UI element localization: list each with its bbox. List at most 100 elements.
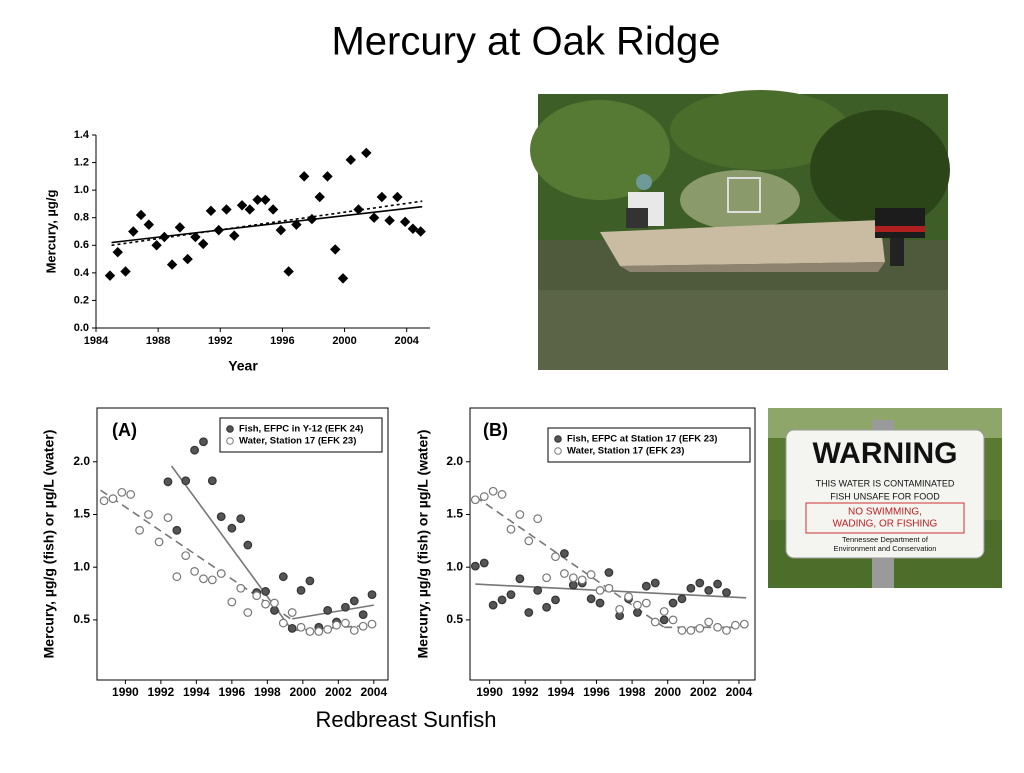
data-point — [542, 573, 551, 583]
x-tick-label: 1992 — [148, 685, 175, 699]
data-point — [695, 623, 705, 633]
data-point — [287, 608, 297, 617]
data-point — [560, 549, 569, 558]
data-point — [283, 266, 294, 277]
data-point — [488, 486, 498, 496]
data-point — [243, 540, 253, 550]
data-point — [604, 568, 614, 577]
data-point — [497, 595, 507, 605]
legend-marker — [554, 447, 562, 455]
data-point — [704, 585, 714, 595]
data-point — [353, 204, 364, 215]
fit-line — [292, 604, 374, 620]
data-point — [515, 574, 525, 584]
caption: Redbreast Sunfish — [316, 707, 497, 732]
data-point — [713, 579, 722, 589]
data-point — [278, 618, 288, 628]
plot-frame — [96, 407, 389, 681]
data-point — [172, 572, 182, 582]
x-tick-label: 2004 — [726, 685, 753, 699]
data-point — [117, 487, 127, 497]
data-point — [227, 523, 237, 533]
data-point — [376, 191, 388, 203]
data-point — [677, 594, 687, 604]
fit-line — [111, 200, 423, 247]
x-tick-label: 1990 — [476, 685, 503, 699]
data-point — [199, 574, 208, 584]
data-point — [112, 246, 123, 258]
data-point — [108, 494, 118, 504]
legend-marker — [226, 425, 234, 433]
data-point — [261, 599, 270, 609]
data-point — [267, 204, 279, 215]
data-point — [722, 588, 731, 597]
data-point — [633, 608, 642, 617]
y-tick-label: 1.5 — [73, 507, 90, 521]
data-point — [323, 624, 333, 634]
data-point — [686, 583, 696, 593]
x-axis-label: Year — [228, 358, 258, 374]
data-point — [216, 569, 226, 578]
y-tick-label: 0.0 — [74, 322, 89, 334]
data-point — [515, 510, 525, 519]
data-point — [166, 259, 178, 270]
data-point — [270, 606, 279, 615]
data-point — [695, 578, 705, 588]
y-tick-label: 0.5 — [446, 612, 463, 626]
data-point — [260, 194, 271, 206]
x-tick-label: 1998 — [254, 685, 281, 699]
data-point — [415, 226, 426, 237]
data-point — [275, 224, 287, 236]
data-point — [190, 445, 199, 455]
data-point — [221, 204, 232, 215]
data-point — [358, 610, 368, 620]
sign-line: THIS WATER IS CONTAMINATED — [816, 478, 955, 488]
data-point — [560, 569, 569, 578]
x-tick-label: 2000 — [332, 335, 356, 347]
x-tick-label: 1996 — [583, 685, 610, 699]
data-point — [361, 147, 372, 159]
data-point — [305, 576, 315, 586]
data-point — [506, 524, 516, 534]
data-point — [323, 606, 333, 615]
data-point — [506, 590, 516, 600]
x-tick-label: 2002 — [325, 685, 352, 699]
data-point — [244, 204, 256, 215]
y-tick-label: 0.2 — [74, 294, 89, 306]
data-point — [595, 598, 605, 608]
data-point — [358, 621, 368, 631]
y-tick-label: 0.4 — [74, 267, 90, 279]
data-point — [739, 619, 749, 629]
data-point — [143, 219, 155, 230]
sign-red-line: NO SWIMMING, — [848, 507, 922, 518]
panel-label: (A) — [112, 420, 137, 440]
sign-footer: Tennessee Department of — [842, 535, 929, 544]
data-point — [668, 598, 678, 608]
x-tick-label: 1988 — [146, 335, 170, 347]
data-point — [314, 627, 324, 636]
x-tick-label: 2000 — [654, 685, 681, 699]
data-point — [236, 583, 246, 593]
data-point — [154, 537, 164, 547]
data-point — [229, 230, 240, 241]
y-tick-label: 1.2 — [74, 156, 89, 168]
x-tick-label: 1992 — [512, 685, 539, 699]
data-point — [542, 602, 551, 612]
data-point — [144, 510, 153, 519]
data-point — [633, 600, 642, 610]
sign-footer: Environment and Conservation — [834, 544, 937, 553]
data-point — [524, 536, 534, 546]
y-tick-label: 0.6 — [74, 239, 89, 251]
data-point — [287, 623, 297, 633]
data-point — [207, 575, 217, 585]
data-point — [207, 476, 217, 486]
y-tick-label: 1.4 — [74, 129, 90, 141]
data-point — [181, 476, 191, 486]
data-point — [345, 154, 356, 166]
data-point — [243, 608, 253, 617]
data-point — [172, 525, 182, 535]
data-point — [497, 490, 507, 499]
y-tick-label: 1.5 — [446, 507, 463, 521]
legend-label: Fish, EFPC at Station 17 (EFK 23) — [567, 434, 717, 445]
